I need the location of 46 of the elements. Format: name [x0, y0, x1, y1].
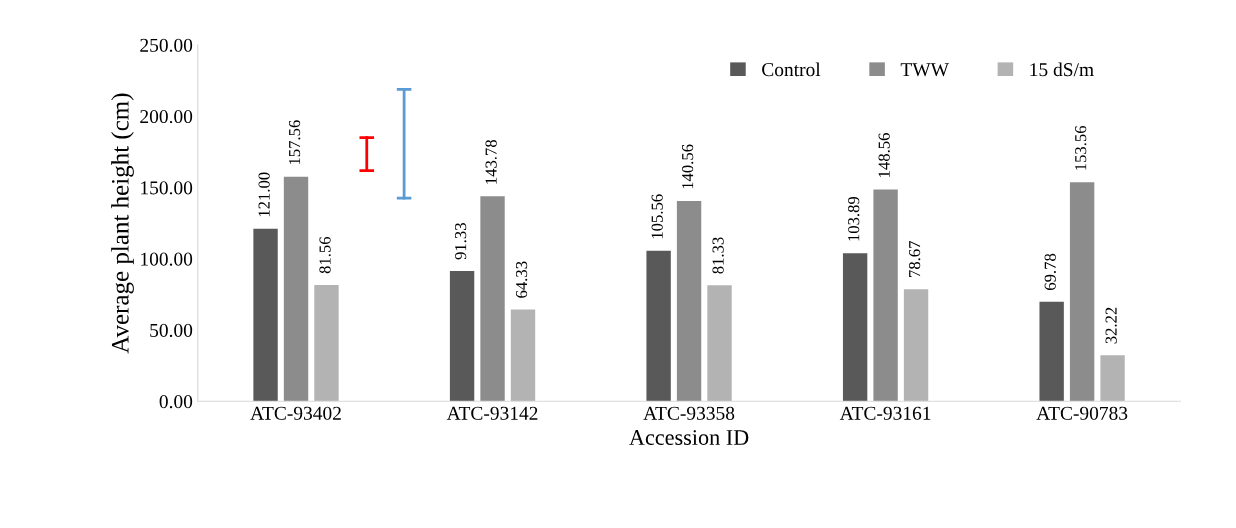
bar — [449, 271, 475, 402]
data-label: 148.56 — [878, 133, 890, 177]
bar — [1100, 355, 1125, 402]
bar — [1039, 301, 1064, 402]
x-tick-label: ATC-93142 — [446, 406, 538, 420]
legend-label: Control — [762, 62, 821, 77]
data-label: 153.56 — [1075, 125, 1087, 170]
data-label: 32.22 — [1105, 307, 1117, 344]
legend-label: 15 dS/m — [1030, 62, 1094, 77]
x-axis-title: Accession ID — [629, 430, 749, 445]
legend-label: TWW — [900, 63, 949, 77]
data-label: 81.56 — [319, 236, 331, 274]
y-tick-label: 250.00 — [140, 38, 193, 52]
data-label: 78.67 — [908, 241, 921, 277]
data-label: 121.00 — [258, 172, 270, 217]
x-tick-label: ATC-93402 — [250, 406, 341, 420]
bar — [314, 285, 339, 402]
data-label: 105.56 — [651, 194, 663, 239]
data-label: 103.89 — [848, 196, 860, 241]
bar — [1069, 182, 1095, 402]
bar — [283, 176, 309, 402]
x-tick-label: ATC-93358 — [643, 406, 735, 420]
bar — [873, 189, 898, 402]
data-label: 81.33 — [712, 237, 724, 274]
bar — [480, 196, 505, 402]
data-label: 157.56 — [288, 120, 301, 165]
y-tick-label: 100.00 — [141, 252, 193, 266]
x-tick-label: ATC-93161 — [839, 406, 931, 420]
y-tick-label: 200.00 — [140, 109, 193, 124]
bar — [253, 228, 278, 402]
bar — [707, 285, 732, 402]
bar — [842, 253, 868, 402]
data-label: 91.33 — [455, 223, 467, 260]
x-tick-label: ATC-90783 — [1036, 406, 1128, 420]
bar — [510, 309, 536, 402]
data-label: 143.78 — [485, 140, 497, 184]
data-label: 64.33 — [515, 261, 528, 298]
data-label: 140.56 — [681, 144, 694, 189]
y-tick-label: 150.00 — [141, 181, 193, 195]
bar — [676, 200, 702, 402]
data-label: 69.78 — [1044, 253, 1056, 290]
y-axis-title: Average plant height (cm) — [111, 93, 134, 354]
bar — [903, 289, 929, 402]
y-tick-label: 0.00 — [159, 395, 193, 409]
y-tick-label: 50.00 — [150, 323, 193, 338]
bar — [646, 250, 671, 402]
